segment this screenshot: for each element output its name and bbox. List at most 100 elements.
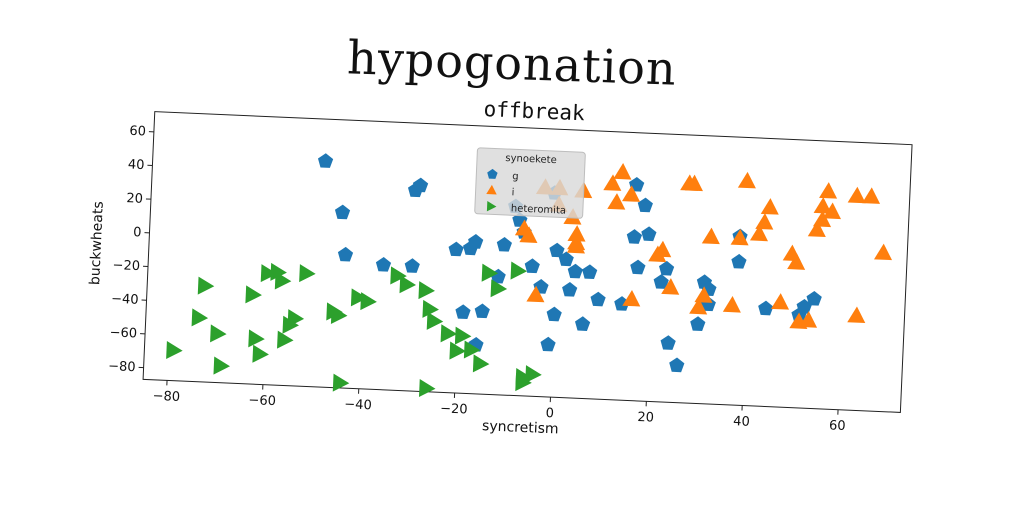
data-point-g [582, 264, 598, 280]
data-point-g [659, 260, 675, 276]
data-point-heteromita [418, 281, 435, 300]
x-tick-label: −60 [248, 393, 276, 409]
x-tick-label: 60 [829, 418, 846, 434]
chart-title: offbreak [483, 97, 585, 125]
data-point-g [334, 204, 351, 220]
data-point-heteromita [213, 356, 230, 375]
data-point-g [731, 253, 747, 269]
data-point-i [622, 289, 641, 307]
x-tick-label: −40 [344, 397, 372, 413]
data-point-heteromita [440, 324, 458, 343]
data-point-i [862, 187, 881, 204]
data-point-heteromita [330, 306, 348, 325]
data-point-heteromita [350, 288, 368, 307]
y-tick-label: −40 [111, 292, 139, 308]
data-point-i [722, 296, 741, 313]
data-point-g [796, 299, 812, 314]
data-point-heteromita [248, 329, 265, 348]
data-point-heteromita [390, 266, 407, 285]
data-point-heteromita [277, 330, 294, 349]
data-point-heteromita [245, 285, 262, 304]
data-point-i [701, 227, 720, 245]
data-point-g [641, 226, 657, 242]
data-point-i [694, 286, 713, 303]
data-point-i [737, 171, 756, 189]
data-point-heteromita [252, 344, 269, 363]
data-point-g [637, 197, 653, 213]
data-point-i [613, 163, 632, 180]
y-tick-label: 60 [129, 124, 146, 140]
data-point-g [558, 251, 574, 267]
legend-marker-heteromita [486, 200, 497, 212]
data-point-heteromita [360, 292, 377, 311]
legend-marker-i [486, 184, 497, 195]
data-point-g [540, 336, 556, 352]
data-point-heteromita [463, 340, 481, 359]
data-point-i [567, 233, 586, 251]
data-point-i [822, 202, 842, 220]
data-point-i [653, 240, 672, 258]
data-point-heteromita [332, 373, 350, 392]
data-point-g [524, 258, 540, 274]
legend-box [474, 147, 586, 219]
data-point-i [730, 228, 749, 246]
data-point-i [689, 297, 708, 315]
data-point-g [412, 177, 429, 193]
data-point-g [455, 304, 471, 320]
y-tick-label: 40 [128, 157, 145, 173]
data-point-g [317, 153, 334, 168]
data-point-heteromita [449, 341, 466, 360]
data-point-heteromita [197, 276, 215, 295]
data-point-g [448, 241, 464, 257]
data-point-g [562, 281, 578, 297]
data-point-heteromita [525, 365, 542, 384]
data-point-heteromita [422, 299, 439, 318]
data-point-g [567, 263, 583, 279]
data-point-i [567, 225, 586, 242]
data-point-i [813, 210, 832, 228]
data-point-heteromita [270, 262, 287, 281]
data-point-i [661, 278, 680, 295]
legend-marker-g [487, 168, 498, 179]
data-point-i [684, 174, 703, 192]
data-point-i [819, 182, 838, 199]
data-point-heteromita [418, 379, 436, 398]
data-point-g [496, 236, 512, 252]
data-point-g [546, 306, 562, 322]
data-point-i [847, 186, 866, 204]
data-point-i [807, 220, 826, 237]
data-point-i [749, 224, 769, 242]
x-tick-label: −20 [440, 401, 468, 417]
y-tick-label: −20 [112, 258, 140, 274]
data-point-g [806, 290, 822, 306]
data-point-g [468, 234, 484, 249]
x-axis-label: syncretism [482, 418, 559, 437]
data-point-heteromita [515, 368, 533, 387]
x-tick-label: 20 [637, 410, 654, 426]
data-point-g [653, 274, 669, 289]
data-point-g [630, 259, 646, 275]
data-point-i [603, 174, 622, 191]
data-point-g [614, 296, 630, 311]
data-point-heteromita [426, 311, 444, 330]
data-point-heteromita [260, 264, 278, 283]
data-point-heteromita [481, 263, 499, 282]
data-point-heteromita [510, 261, 528, 280]
data-point-i [526, 285, 545, 303]
data-point-heteromita [166, 340, 183, 360]
data-point-i [847, 306, 866, 324]
y-tick-label: −80 [108, 359, 136, 375]
data-point-i [787, 253, 806, 270]
data-point-i [760, 198, 779, 215]
data-point-g [626, 229, 643, 244]
legend: synoekete gi heteromita [474, 147, 586, 219]
data-point-g [669, 357, 685, 373]
data-point-i [755, 213, 774, 230]
y-tick-label: 0 [133, 225, 142, 240]
data-point-heteromita [299, 264, 316, 283]
x-tick-label: −80 [152, 389, 180, 405]
data-point-heteromita [399, 275, 417, 294]
data-point-heteromita [191, 308, 209, 327]
data-point-g [474, 303, 490, 319]
